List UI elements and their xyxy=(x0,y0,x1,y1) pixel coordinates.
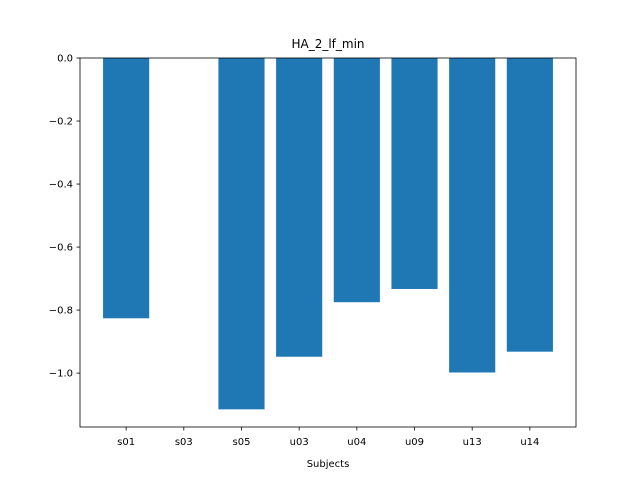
y-tick-label: −0.8 xyxy=(49,306,73,317)
chart-title: HA_2_lf_min xyxy=(291,37,364,51)
x-axis-label: Subjects xyxy=(307,459,350,470)
bar-u09 xyxy=(391,58,438,289)
x-tick-label: s01 xyxy=(117,437,135,448)
y-tick-label: −0.2 xyxy=(49,117,73,128)
x-tick-label: u03 xyxy=(290,437,309,448)
bars xyxy=(103,58,553,410)
bar-u13 xyxy=(449,58,496,373)
y-tick-label: −0.6 xyxy=(49,243,73,254)
y-tick-label: −1.0 xyxy=(49,369,73,380)
x-tick-label: u14 xyxy=(520,437,539,448)
y-axis-ticks: 0.0 −0.2 −0.4 −0.6 −0.8 −1.0 xyxy=(49,54,80,380)
x-tick-label: u04 xyxy=(347,437,366,448)
bar-s05 xyxy=(218,58,265,410)
bar-u14 xyxy=(506,58,553,352)
x-tick-label: s03 xyxy=(175,437,193,448)
plot-frame xyxy=(79,57,577,428)
y-tick-label: 0.0 xyxy=(57,54,73,65)
x-axis-ticks: s01 s03 s05 u03 u04 u09 u13 u14 xyxy=(117,427,539,448)
y-tick-label: −0.4 xyxy=(49,180,73,191)
x-tick-label: u09 xyxy=(405,437,424,448)
bar-u03 xyxy=(276,58,323,357)
x-tick-label: s05 xyxy=(233,437,251,448)
bar-s01 xyxy=(103,58,150,319)
bar-u04 xyxy=(333,58,380,303)
x-tick-label: u13 xyxy=(463,437,482,448)
